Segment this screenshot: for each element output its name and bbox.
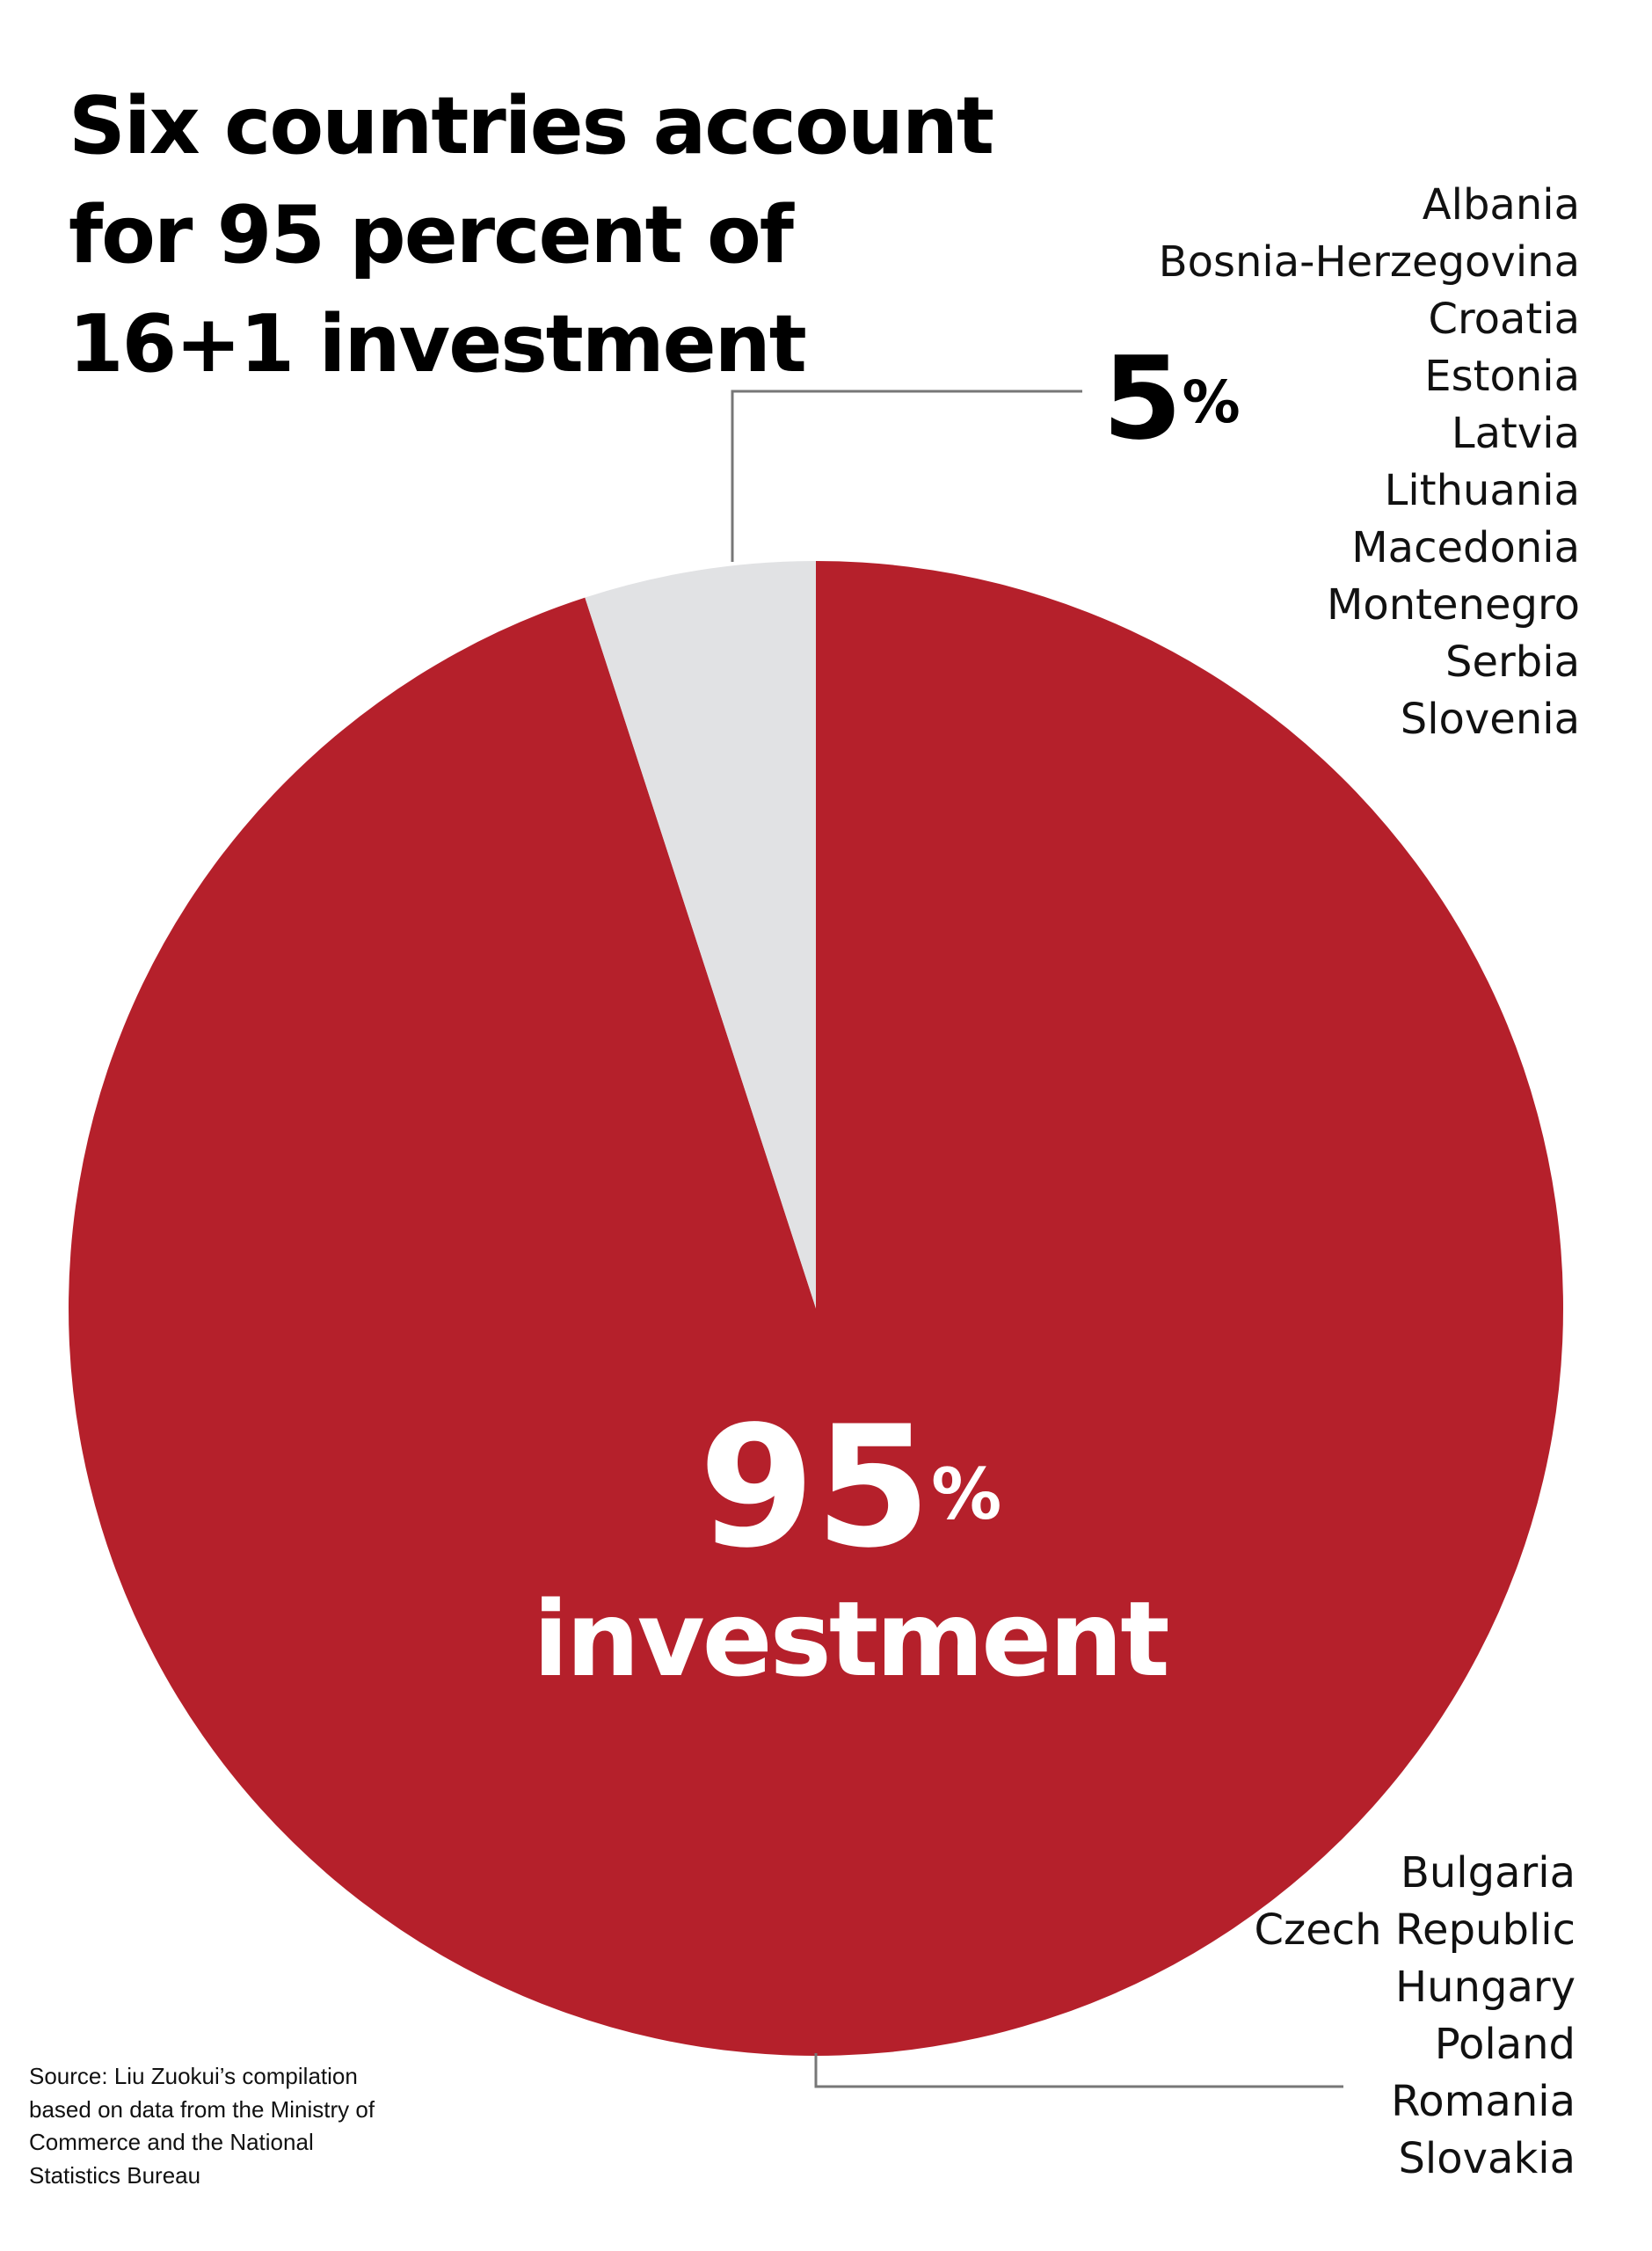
country-label: Lithuania — [1385, 466, 1580, 515]
value-label: 5% — [1103, 331, 1241, 465]
chart-title: Six countries account for 95 percent of … — [69, 80, 994, 390]
country-label: Slovakia — [1398, 2134, 1576, 2183]
country-label: Montenegro — [1327, 580, 1580, 630]
country-label: Poland — [1435, 2020, 1576, 2069]
pie-slice — [585, 561, 816, 1308]
country-label: Croatia — [1428, 295, 1580, 344]
country-label: Bosnia-Herzegovina — [1159, 237, 1580, 287]
leader-line — [731, 390, 1082, 562]
country-label: Bulgaria — [1401, 1848, 1576, 1898]
country-label: Serbia — [1445, 637, 1580, 687]
country-label: Hungary — [1395, 1963, 1576, 2012]
country-label: Slovenia — [1401, 695, 1580, 744]
country-label: Romania — [1391, 2077, 1576, 2126]
country-label: Macedonia — [1351, 523, 1580, 572]
country-label: Czech Republic — [1255, 1905, 1576, 1955]
country-label: Estonia — [1424, 352, 1580, 401]
leader-line — [814, 2053, 1343, 2088]
value-label: 95% — [699, 1390, 1002, 1584]
source-note: Source: Liu Zuokui’s compilation based o… — [29, 2063, 375, 2189]
country-label: Albania — [1423, 180, 1580, 229]
pie-slice — [69, 561, 1564, 2056]
country-label: Latvia — [1452, 409, 1580, 458]
annotation: investment — [533, 1578, 1168, 1700]
